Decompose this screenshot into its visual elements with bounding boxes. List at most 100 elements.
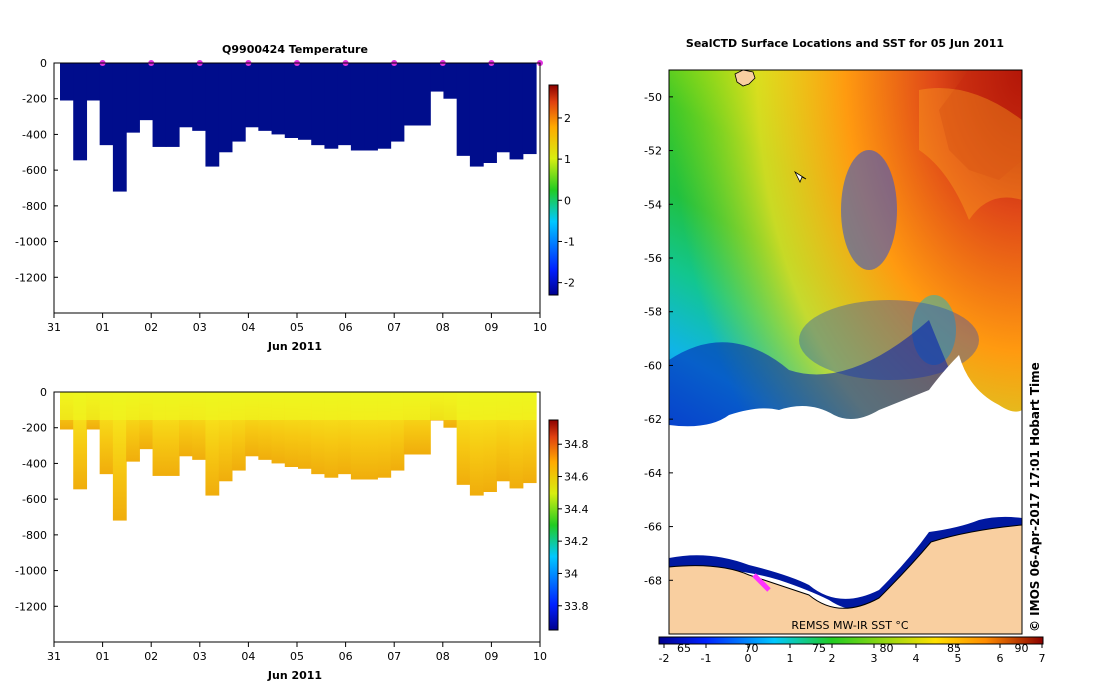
salinity-surface-cell — [245, 392, 259, 420]
temperature-profile-cell — [60, 63, 74, 101]
temperature-profile-cell — [139, 63, 154, 121]
colorbar-tick-label: 34.6 — [564, 471, 589, 484]
y-tick-label: 0 — [40, 57, 47, 70]
salinity-surface-cell — [231, 392, 246, 420]
sst-colorbar-overlay-label: 80 — [880, 642, 894, 655]
y-tick-label: 0 — [40, 386, 47, 399]
cursor-icon — [793, 170, 807, 183]
x-tick-label: 01 — [96, 650, 110, 663]
temperature-profile-cell — [403, 63, 418, 126]
temperature-profile-cell — [179, 63, 193, 128]
latitude-tick-label: -54 — [644, 198, 662, 211]
salinity-surface-cell — [364, 392, 378, 420]
salinity-surface-cell — [218, 392, 233, 420]
x-tick-label: 09 — [484, 321, 498, 334]
y-tick-label: -400 — [22, 128, 47, 141]
temperature-profile-cell — [284, 63, 299, 138]
latitude-tick-label: -68 — [644, 574, 662, 587]
land-east — [749, 525, 1022, 634]
temperature-profile-cell — [469, 63, 484, 167]
temperature-profile-cell — [324, 63, 339, 149]
temperature-profile-cell — [231, 63, 246, 142]
coastline — [669, 524, 1022, 609]
salinity-surface-cell — [192, 392, 207, 420]
salinity-surface-cell — [509, 392, 524, 420]
colorbar-tick-label: -2 — [564, 277, 575, 290]
salinity-x-label: Jun 2011 — [267, 669, 322, 682]
y-tick-label: -600 — [22, 493, 47, 506]
salinity-surface-cell — [443, 392, 458, 420]
y-tick-label: -200 — [22, 93, 47, 106]
latitude-tick-label: -50 — [644, 91, 662, 104]
salinity-surface-cell — [99, 392, 114, 420]
x-tick-label: 04 — [241, 321, 255, 334]
temperature-profile-cell — [271, 63, 286, 135]
salinity-surface-cell — [483, 392, 497, 420]
temperature-profile-cell — [350, 63, 365, 151]
x-tick-label: 08 — [436, 321, 450, 334]
latitude-tick-label: -60 — [644, 359, 662, 372]
sst-source-label: REMSS MW-IR SST °C — [791, 619, 909, 632]
sst-colorbar-overlay-label: 90 — [1015, 642, 1029, 655]
x-tick-label: 04 — [241, 650, 255, 663]
temperature-profile-cell — [417, 63, 431, 126]
x-tick-label: 07 — [387, 321, 401, 334]
salinity-profile-cell — [112, 392, 127, 521]
sst-colorbar-tick-label: -2 — [659, 652, 670, 665]
sst-map-panel: SealCTD Surface Locations and SST for 05… — [644, 37, 1045, 665]
sst-colorbar-overlay-label: 75 — [812, 642, 826, 655]
temperature-profile-cell — [443, 63, 458, 99]
sst-colorbar-tick-label: -1 — [701, 652, 712, 665]
salinity-surface-cell — [271, 392, 286, 420]
x-tick-label: 03 — [193, 321, 207, 334]
temperature-profile-cell — [364, 63, 378, 151]
temperature-profile-cell — [205, 63, 220, 167]
temperature-profile-cell — [86, 63, 101, 101]
temperature-profile-cell — [165, 63, 180, 147]
temperature-profile-cell — [390, 63, 405, 142]
temperature-profile-cell — [152, 63, 167, 147]
x-tick-label: 03 — [193, 650, 207, 663]
temperature-profile-cell — [483, 63, 497, 163]
x-tick-label: 10 — [533, 321, 547, 334]
salinity-y-axis: 0 -200 -400 -600 -800 -1000 -1200 — [15, 386, 58, 613]
y-tick-label: -1200 — [15, 600, 47, 613]
temperature-profile-cell — [311, 63, 326, 146]
warm-core — [939, 70, 1022, 180]
sst-colorbar-tick-label: 0 — [745, 652, 752, 665]
sst-colorbar — [658, 636, 1044, 645]
y-tick-label: -400 — [22, 457, 47, 470]
x-tick-label: 10 — [533, 650, 547, 663]
temperature-profile-cell — [245, 63, 259, 128]
salinity-surface-cell — [284, 392, 299, 420]
temperature-profile-cell — [258, 63, 273, 131]
sst-map-title: SealCTD Surface Locations and SST for 05… — [686, 37, 1004, 50]
salinity-surface-cell — [496, 392, 511, 420]
x-tick-label: 09 — [484, 650, 498, 663]
salinity-surface-cell — [469, 392, 484, 420]
sst-colorbar-overlay-labels: 65 70 75 80 85 90 — [677, 642, 1029, 655]
colorbar-tick-label: 33.8 — [564, 600, 589, 613]
temperature-profile-cell — [377, 63, 392, 149]
colorbar-tick-label: 1 — [564, 153, 571, 166]
sst-colorbar-tick-label: 4 — [913, 652, 920, 665]
y-tick-label: -1000 — [15, 565, 47, 578]
salinity-surface-cell — [112, 392, 127, 420]
land-west — [669, 565, 749, 634]
x-tick-label: 07 — [387, 650, 401, 663]
x-tick-label: 05 — [290, 650, 304, 663]
sst-colorbar-overlay-label: 70 — [745, 642, 759, 655]
imos-credit: © IMOS 06-Apr-2017 17:01 Hobart Time — [1028, 362, 1042, 632]
x-tick-label: 01 — [96, 321, 110, 334]
temperature-profile-cell — [126, 63, 140, 133]
salinity-surface-cell — [417, 392, 431, 420]
temperature-profile-cell — [99, 63, 114, 146]
sst-colorbar-tick-label: 5 — [955, 652, 962, 665]
salinity-surface-cell — [126, 392, 140, 420]
salinity-surface-cell — [430, 392, 445, 420]
salinity-panel: 0 -200 -400 -600 -800 -1000 -1200 31 01 02 03 04 05… — [15, 386, 588, 682]
sst-map — [669, 70, 1022, 634]
salinity-surface-cell — [350, 392, 365, 420]
salinity-surface-cell — [86, 392, 101, 420]
